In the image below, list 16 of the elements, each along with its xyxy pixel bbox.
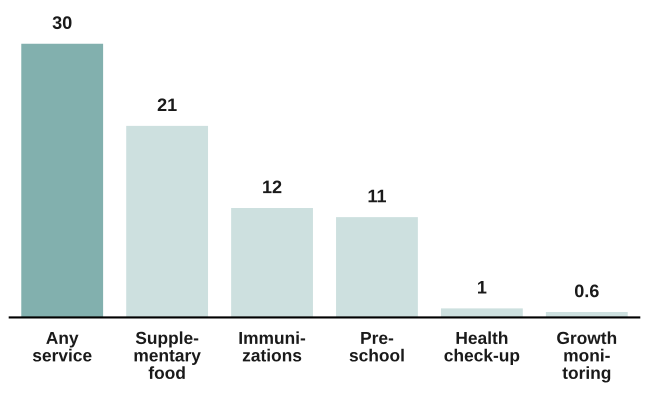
data-label: 1 <box>478 281 486 294</box>
data-label: 12 <box>263 180 282 194</box>
data-label: 30 <box>52 16 72 30</box>
data-label: 0.6 <box>574 284 599 298</box>
x-tick-label: Supple- mentary food <box>134 331 201 379</box>
x-tick-label: Immuni- zations <box>239 331 306 362</box>
bar <box>21 44 104 318</box>
x-tick-label: Any service <box>32 332 92 362</box>
bar <box>126 126 208 318</box>
data-label: 11 <box>368 190 386 202</box>
x-tick-label: Health check-up <box>444 331 520 365</box>
bar <box>336 217 418 318</box>
bar <box>231 208 313 318</box>
x-tick-label: Growth moni- toring <box>557 331 616 382</box>
data-label: 21 <box>158 98 177 111</box>
x-tick-label: Pre- school <box>350 332 404 362</box>
